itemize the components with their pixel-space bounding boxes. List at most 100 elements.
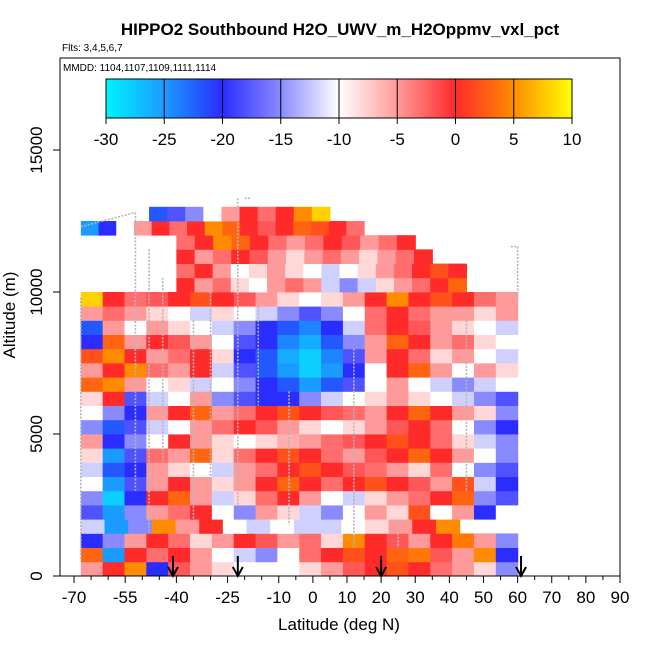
heatmap-cell [408,462,431,477]
heatmap-cell [80,448,104,463]
heatmap-cell [342,320,366,335]
heatmap-cell [275,221,294,236]
heatmap-cell [190,377,213,392]
heatmap-cell [430,292,453,307]
heatmap-cell [190,448,213,463]
heatmap-cell [473,363,497,378]
heatmap-cell [386,320,410,335]
heatmap-cell [303,277,323,293]
heatmap-cell [386,419,410,435]
heatmap-cell [80,434,104,449]
heatmap-cell [168,448,191,463]
heatmap-cell [146,419,169,435]
heatmap-cell [452,448,475,463]
heatmap-cell [408,292,431,307]
heatmap-cell [495,292,519,307]
heatmap-cell [364,490,388,506]
heatmap-cell [339,263,359,279]
heatmap-cell [211,334,235,350]
heatmap-cell [233,348,257,364]
heatmap-cell [473,533,497,548]
heatmap-cell [231,235,251,250]
heatmap-cell [255,292,278,307]
heatmap-cell [342,561,366,577]
mmdd-label: MMDD: 1104,1107,1109,1111,1114 [63,63,217,74]
heatmap-cell [473,292,497,307]
heatmap-cell [364,476,388,492]
heatmap-cell [452,391,475,406]
heatmap-cell [321,292,344,307]
heatmap-cell [341,519,366,534]
heatmap-cell [211,292,235,307]
heatmap-cell [80,292,104,307]
heatmap-cell [255,434,278,449]
heatmap-cell [146,448,169,463]
heatmap-cell [233,334,257,350]
heatmap-cell [255,561,278,577]
heatmap-cell [408,320,431,335]
heatmap-cell [168,348,191,364]
heatmap-cell [277,320,300,335]
heatmap-cell [211,405,235,421]
heatmap-cell [342,533,366,548]
heatmap-cell [190,462,213,477]
heatmap-cell [473,561,497,577]
heatmap-cell [190,419,213,435]
heatmap-cell [408,334,431,350]
heatmap-cell [168,306,191,321]
heatmap-cell [452,505,475,520]
flight-track-segment [80,211,136,228]
heatmap-cell [452,405,475,421]
heatmap-cell [386,476,410,492]
heatmap-cell [146,547,169,563]
heatmap-cell [386,363,410,378]
heatmap-cell [386,348,410,364]
heatmap-cell [80,533,104,548]
heatmap-cell [473,405,497,421]
heatmap-cell [211,419,235,435]
heatmap-cell [102,334,126,350]
heatmap-cell [495,490,519,506]
heatmap-cell [168,405,191,421]
heatmap-cell [430,476,453,492]
x-tick-label: 20 [372,588,391,607]
heatmap-cell [321,363,344,378]
heatmap-cell [430,320,453,335]
heatmap-cell [80,306,104,321]
heatmap-cell [80,377,104,392]
colorbar-tick-label: -30 [94,130,119,149]
heatmap-cell [378,235,398,250]
heatmap-cell [364,434,388,449]
heatmap-cell [299,561,322,577]
heatmap-cell [168,320,191,335]
heatmap-cell [222,221,241,236]
heatmap-cell [386,292,410,307]
heatmap-cell [452,334,475,350]
y-tick-label: 5000 [27,415,46,453]
heatmap-cell [321,448,344,463]
heatmap-cell [285,263,304,279]
heatmap-cell [299,320,322,335]
heatmap-cell [495,419,519,435]
heatmap-cell [233,405,257,421]
heatmap-cell [80,462,104,477]
heatmap-cell [168,505,191,520]
heatmap-cell [408,505,431,520]
heatmap-cell [408,419,431,435]
heatmap-cell [102,377,126,392]
heatmap-cell [185,206,204,222]
heatmap-cell [270,519,295,534]
heatmap-cell [293,206,313,222]
y-tick-label: 15000 [27,126,46,173]
heatmap-cell [386,306,410,321]
heatmap-cell [190,320,213,335]
heatmap-cell [257,206,277,222]
heatmap-cell [321,490,344,506]
heatmap-cell [168,434,191,449]
heatmap-cell [255,476,278,492]
heatmap-cell [452,363,475,378]
heatmap-cell [176,235,196,250]
heatmap-cell [386,462,410,477]
heatmap-cell [151,519,177,534]
heatmap-cell [430,405,453,421]
